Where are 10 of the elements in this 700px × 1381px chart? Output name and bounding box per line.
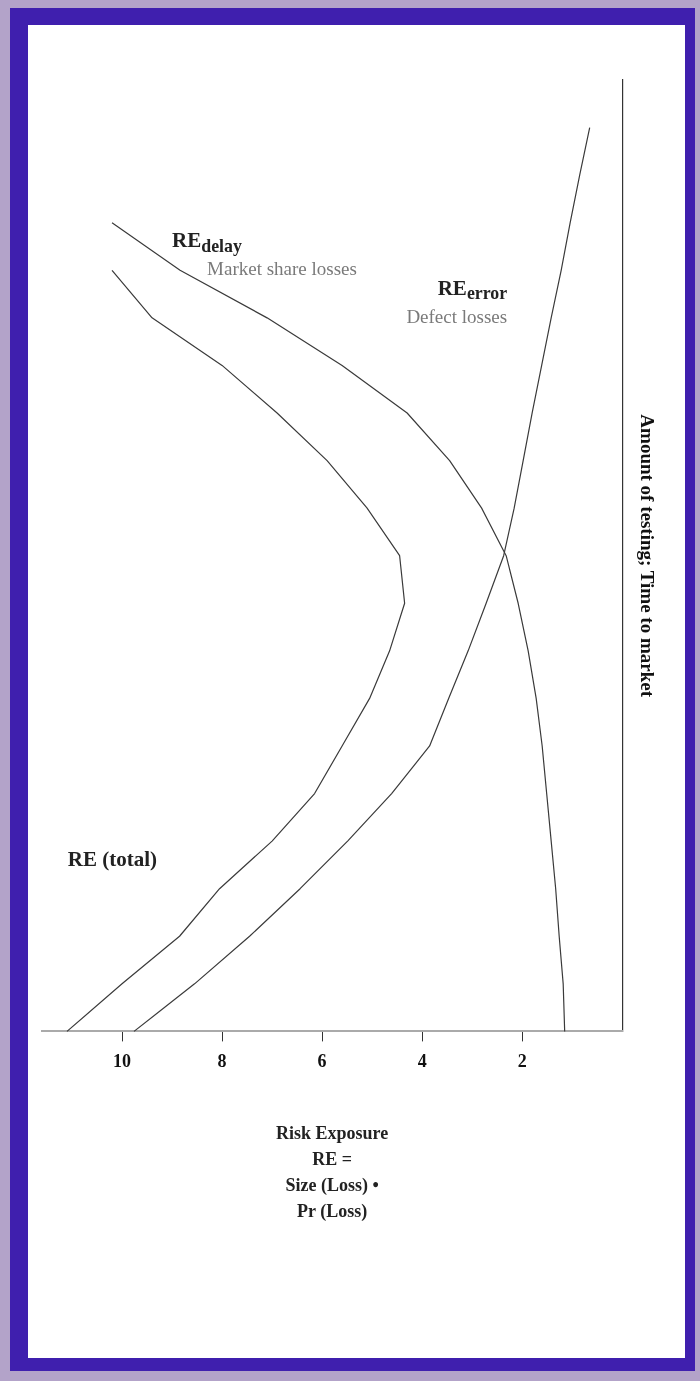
- x-tick-label: 2: [517, 1050, 527, 1071]
- text: RE (total): [67, 846, 158, 871]
- x-tick-label: 10: [113, 1050, 132, 1071]
- x-tick-label: 8: [217, 1050, 227, 1071]
- x-tick-label: 4: [417, 1050, 427, 1071]
- x-tick-label: 6: [317, 1050, 327, 1071]
- y-axis-title: Amount of testing; Time to market: [636, 414, 658, 698]
- annotation: Defect losses: [406, 305, 508, 327]
- x-axis-title: Risk Exposure RE = Size (Loss) • Pr (Loss): [276, 1122, 389, 1222]
- annotation: Market share losses: [207, 258, 357, 280]
